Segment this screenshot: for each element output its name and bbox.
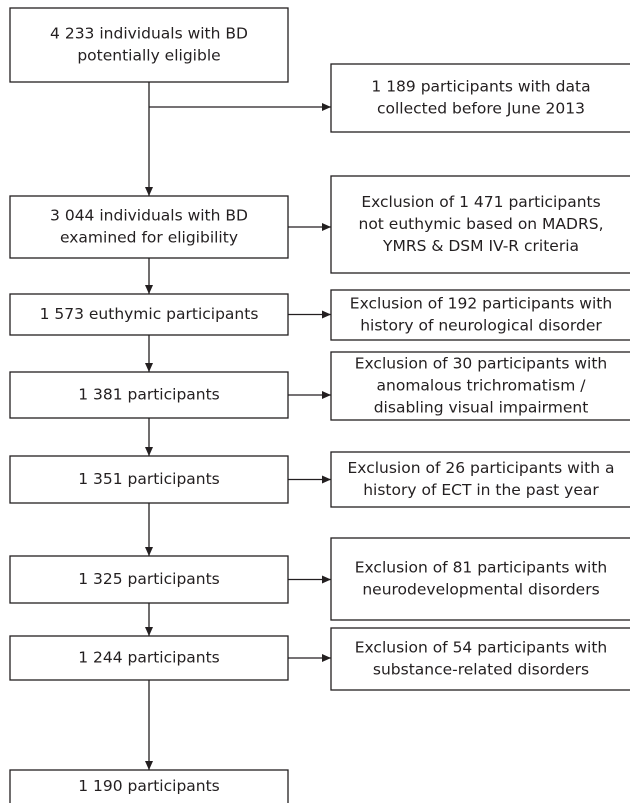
box-text: history of ECT in the past year	[363, 481, 599, 499]
box-text: YMRS & DSM IV-R criteria	[382, 237, 579, 255]
box-text: examined for eligibility	[60, 229, 238, 247]
step-box	[9, 555, 289, 604]
box-text: Exclusion of 54 participants with	[355, 639, 608, 657]
box-text: 1 381 participants	[78, 386, 220, 404]
step-box	[9, 371, 289, 419]
box-text: 4 233 individuals with BD	[50, 25, 248, 43]
exclusion-box	[330, 175, 630, 274]
exclusion-box	[330, 627, 630, 691]
box-text: anomalous trichromatism /	[377, 377, 587, 395]
box-text: 1 190 participants	[78, 777, 220, 795]
box-text: 1 189 participants with data	[371, 78, 590, 96]
exclusion-box	[330, 451, 630, 508]
box-text: 1 325 participants	[78, 570, 220, 588]
step-box	[9, 7, 289, 83]
box-text: neurodevelopmental disorders	[362, 581, 599, 599]
step-box	[9, 769, 289, 803]
box-text: Exclusion of 26 participants with a	[348, 459, 615, 477]
box-text: 1 351 participants	[78, 470, 220, 488]
step-box	[9, 293, 289, 336]
exclusion-box	[330, 351, 630, 421]
step-box	[9, 635, 289, 681]
box-text: history of neurological disorder	[360, 317, 602, 335]
box-text: Exclusion of 1 471 participants	[361, 193, 600, 211]
step-box	[9, 195, 289, 259]
exclusion-box	[330, 537, 630, 621]
box-text: Exclusion of 30 participants with	[355, 355, 608, 373]
box-text: disabling visual impairment	[374, 399, 589, 417]
exclusion-box	[330, 289, 630, 341]
box-text: collected before June 2013	[377, 100, 585, 118]
exclusion-box	[330, 63, 630, 133]
box-text: Exclusion of 192 participants with	[350, 295, 612, 313]
box-text: substance-related disorders	[373, 661, 589, 679]
box-text: Exclusion of 81 participants with	[355, 559, 608, 577]
step-box	[9, 455, 289, 504]
box-text: 1 244 participants	[78, 649, 220, 667]
box-text: 3 044 individuals with BD	[50, 207, 248, 225]
box-text: not euthymic based on MADRS,	[359, 215, 604, 233]
box-text: potentially eligible	[77, 47, 220, 65]
box-text: 1 573 euthymic participants	[40, 305, 259, 323]
